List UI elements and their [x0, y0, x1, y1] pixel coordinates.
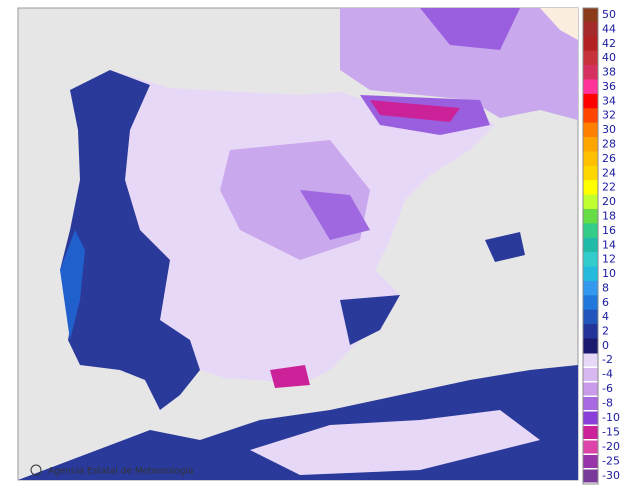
legend-swatch [583, 309, 598, 325]
legend-swatch [583, 7, 598, 23]
legend-swatch [583, 295, 598, 311]
legend-swatch [583, 36, 598, 52]
legend-label: 34 [602, 94, 616, 107]
legend-swatch [583, 122, 598, 138]
legend-swatch [583, 223, 598, 239]
legend-swatch [583, 469, 598, 483]
legend-label: 50 [602, 8, 616, 21]
coast-warm [60, 230, 85, 340]
legend-swatch [583, 165, 598, 181]
legend-label: 42 [602, 37, 616, 50]
legend-swatch [583, 266, 598, 282]
legend-label: 26 [602, 152, 616, 165]
legend-swatch [583, 353, 598, 367]
atlas-cold [250, 410, 540, 475]
legend-label: 28 [602, 138, 616, 151]
legend-label: 2 [602, 325, 609, 338]
east-mild [340, 295, 400, 345]
legend-swatch [583, 338, 598, 354]
legend-swatch [583, 50, 598, 66]
legend-label: 32 [602, 109, 616, 122]
legend-label: -6 [602, 382, 613, 395]
legend-swatch [583, 426, 598, 439]
legend-swatch [583, 194, 598, 210]
legend-swatch [583, 411, 598, 425]
legend-label: 18 [602, 209, 616, 222]
legend-label: -20 [602, 440, 620, 453]
legend-label: 38 [602, 66, 616, 79]
legend-label: 30 [602, 123, 616, 136]
legend-frame [582, 7, 599, 485]
credit: Agencia Estatal de Meteorología [48, 467, 194, 477]
legend-swatch [583, 93, 598, 109]
legend-swatch [583, 397, 598, 410]
legend-label: 24 [602, 166, 616, 179]
legend-swatch [583, 382, 598, 396]
legend-label: 8 [602, 281, 609, 294]
legend-label: -4 [602, 368, 613, 381]
legend-swatch [583, 21, 598, 37]
legend-label: 14 [602, 238, 616, 251]
legend-swatch [583, 237, 598, 253]
france [340, 8, 578, 120]
legend-label: -8 [602, 397, 613, 410]
legend-label: -2 [602, 353, 613, 366]
legend-swatch [583, 252, 598, 268]
legend-label: -10 [602, 411, 620, 424]
copyright-icon [30, 464, 42, 476]
legend-label: -25 [602, 455, 620, 468]
legend-label: -30 [602, 469, 620, 482]
legend-swatch [583, 151, 598, 167]
legend-swatch [583, 108, 598, 124]
legend-swatch [583, 137, 598, 153]
legend-label: 44 [602, 22, 616, 35]
legend-label: 22 [602, 181, 616, 194]
legend-label: 36 [602, 80, 616, 93]
legend-swatch [583, 440, 598, 454]
west-mild [60, 70, 200, 410]
legend-label: 40 [602, 51, 616, 64]
legend-swatch [583, 79, 598, 95]
legend-label: 4 [602, 310, 609, 323]
legend-swatch [583, 208, 598, 224]
france-warm [540, 8, 578, 40]
legend-label: 20 [602, 195, 616, 208]
legend-swatch [583, 324, 598, 340]
legend-swatch [583, 368, 598, 381]
legend-label: 0 [602, 339, 609, 352]
legend-swatch [583, 455, 598, 468]
legend-label: 12 [602, 253, 616, 266]
legend-label: 10 [602, 267, 616, 280]
legend-swatch [583, 280, 598, 296]
legend-swatch [583, 180, 598, 196]
legend-swatch [583, 65, 598, 81]
legend-label: -15 [602, 426, 620, 439]
france-cold [420, 8, 520, 50]
iberico-cold [300, 190, 370, 240]
legend-label: 6 [602, 296, 609, 309]
pyrenees-very-cold [370, 100, 460, 122]
legend-label: 16 [602, 224, 616, 237]
sierra-nevada [270, 365, 310, 388]
balearics [485, 232, 525, 262]
